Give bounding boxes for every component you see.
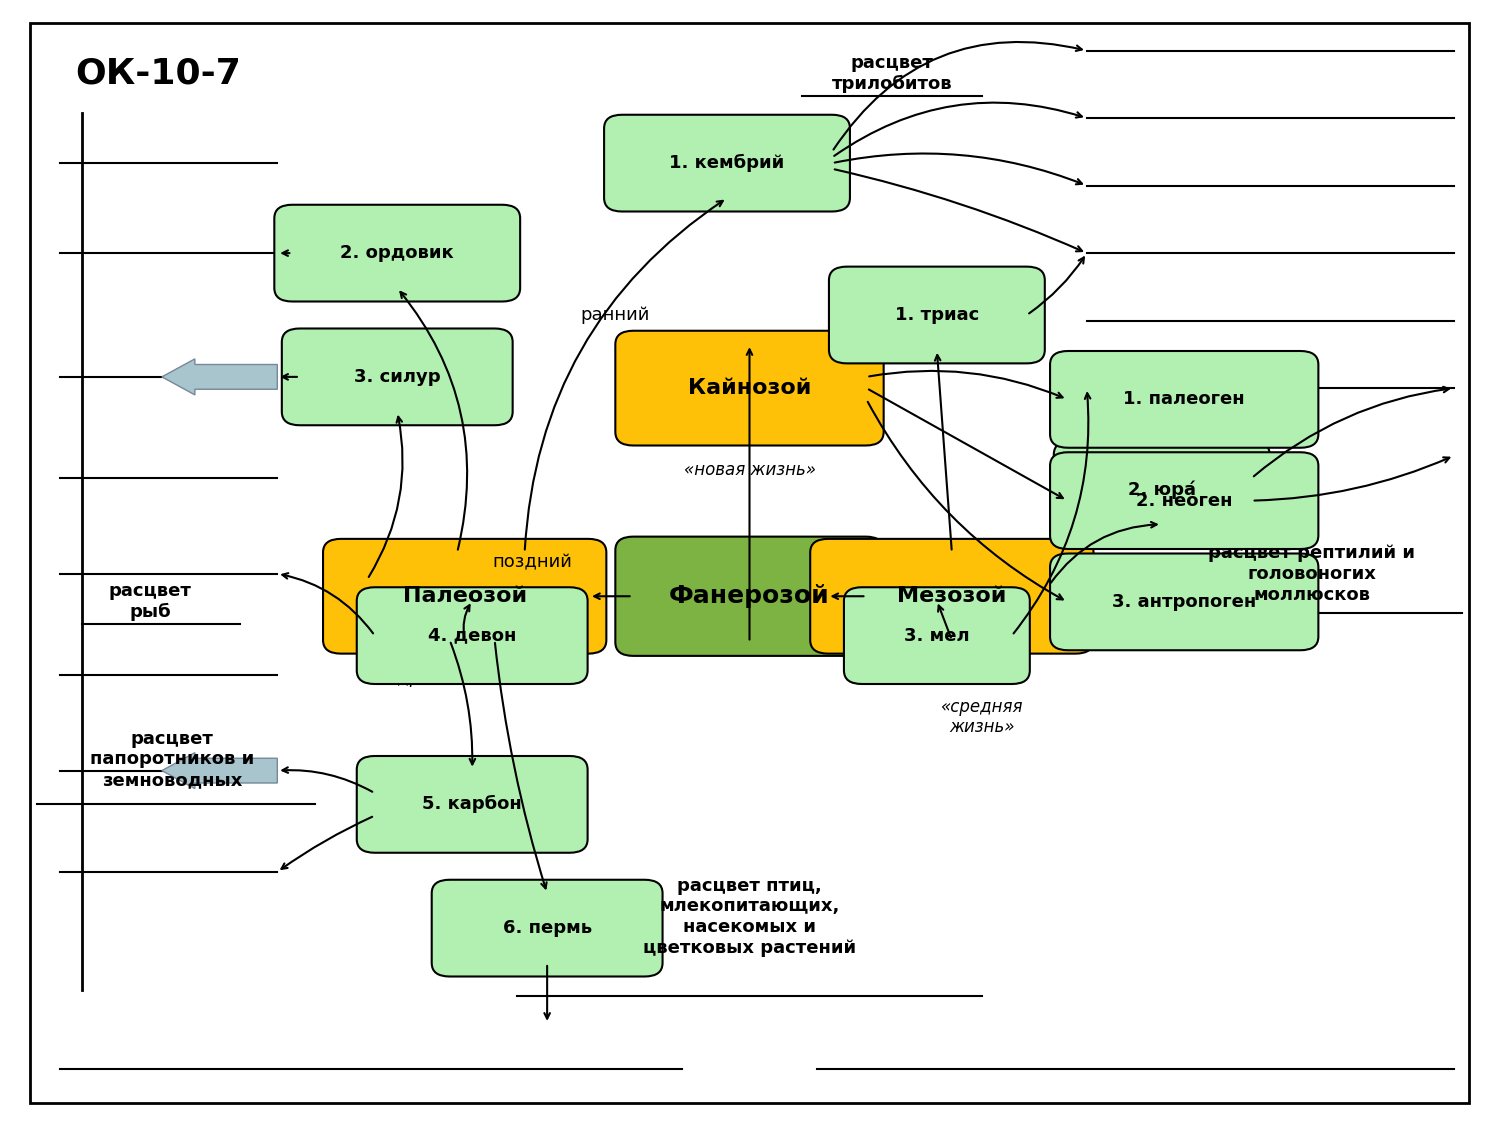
Text: Палеозой: Палеозой: [403, 586, 526, 606]
FancyBboxPatch shape: [1049, 554, 1319, 650]
Text: расцвет птиц,
млекопитающих,
насекомых и
цветковых растений: расцвет птиц, млекопитающих, насекомых и…: [643, 876, 856, 957]
FancyBboxPatch shape: [829, 267, 1045, 363]
Text: 1. кембрий: 1. кембрий: [670, 154, 784, 172]
Text: 3. силур: 3. силур: [354, 368, 441, 386]
FancyBboxPatch shape: [1049, 452, 1319, 549]
FancyBboxPatch shape: [809, 539, 1094, 654]
FancyBboxPatch shape: [615, 537, 883, 656]
Text: Кайнозой: Кайнозой: [688, 378, 811, 398]
FancyBboxPatch shape: [274, 205, 520, 302]
Text: поздний: поздний: [492, 554, 573, 572]
FancyBboxPatch shape: [432, 880, 663, 976]
FancyBboxPatch shape: [615, 331, 883, 446]
Text: Фанерозой: Фанерозой: [669, 584, 830, 609]
FancyBboxPatch shape: [322, 539, 606, 654]
Text: расцвет
рыб: расцвет рыб: [108, 583, 192, 621]
Text: «древняя жизнь»: «древняя жизнь»: [388, 669, 541, 687]
FancyBboxPatch shape: [30, 22, 1469, 1102]
FancyBboxPatch shape: [282, 328, 513, 425]
Text: расцвет
папоротников и
земноводных: расцвет папоротников и земноводных: [90, 730, 255, 789]
FancyBboxPatch shape: [1049, 351, 1319, 448]
Text: Мезозой: Мезозой: [898, 586, 1006, 606]
Text: 1. палеоген: 1. палеоген: [1123, 390, 1246, 408]
Text: ОК-10-7: ОК-10-7: [75, 56, 241, 90]
Text: ранний: ранний: [580, 306, 649, 324]
Text: расцвет рептилий и
головоногих
моллюсков: расцвет рептилий и головоногих моллюсков: [1208, 544, 1415, 603]
FancyBboxPatch shape: [1054, 441, 1270, 538]
Text: 2. ордовик: 2. ордовик: [340, 244, 454, 262]
FancyArrow shape: [162, 359, 277, 395]
Text: 4. девон: 4. девон: [429, 627, 516, 645]
Text: 2. юра́: 2. юра́: [1127, 480, 1196, 498]
FancyArrow shape: [162, 753, 277, 789]
FancyBboxPatch shape: [604, 115, 850, 212]
Text: расцвет
трилобитов: расцвет трилобитов: [832, 54, 952, 92]
Text: 6. пермь: 6. пермь: [502, 919, 592, 937]
Text: 3. антропоген: 3. антропоген: [1112, 593, 1256, 611]
Text: 1. триас: 1. триас: [895, 306, 979, 324]
Text: 2. неоген: 2. неоген: [1136, 492, 1232, 510]
FancyBboxPatch shape: [357, 587, 588, 684]
FancyBboxPatch shape: [844, 587, 1030, 684]
Text: 3. мел: 3. мел: [904, 627, 970, 645]
Text: «средняя
жизнь»: «средняя жизнь»: [940, 698, 1024, 736]
Text: 5. карбон: 5. карбон: [423, 795, 522, 813]
Text: «новая жизнь»: «новая жизнь»: [684, 461, 815, 479]
FancyBboxPatch shape: [357, 756, 588, 853]
